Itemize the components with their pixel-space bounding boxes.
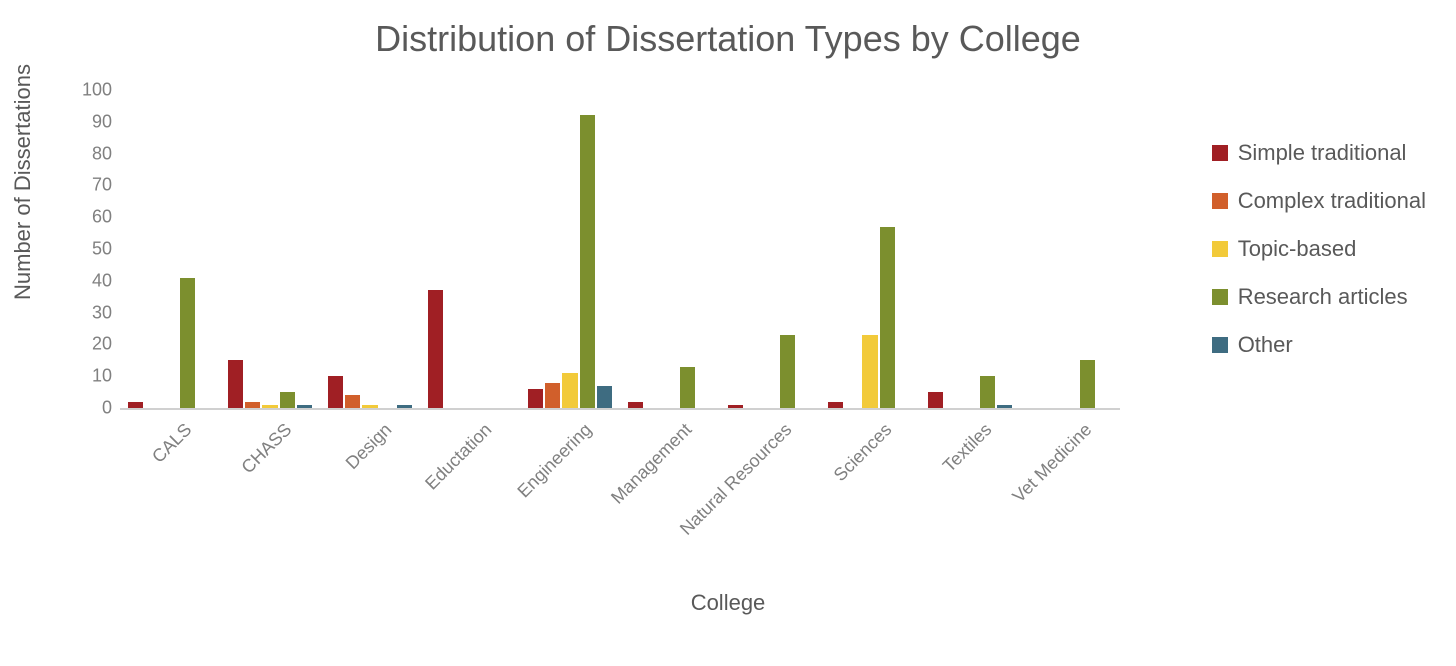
- y-tick-label: 40: [70, 270, 120, 291]
- x-tick-label: Management: [603, 415, 696, 508]
- bar: [280, 392, 295, 408]
- bar: [880, 227, 895, 408]
- bar-group: Eductation: [420, 90, 520, 408]
- bar-group-inner: [1028, 90, 1112, 408]
- legend-label: Complex traditional: [1238, 188, 1426, 214]
- bar-group: Textiles: [920, 90, 1020, 408]
- x-tick-label: Sciences: [825, 415, 896, 486]
- legend-item: Simple traditional: [1212, 140, 1426, 166]
- bar-group-inner: [928, 90, 1012, 408]
- bar: [980, 376, 995, 408]
- x-axis-label: College: [0, 590, 1456, 616]
- bar: [828, 402, 843, 408]
- bar: [628, 402, 643, 408]
- legend-label: Simple traditional: [1238, 140, 1407, 166]
- y-axis-label: Number of Dissertations: [10, 64, 36, 300]
- bar: [928, 392, 943, 408]
- y-tick-label: 20: [70, 334, 120, 355]
- bar: [597, 386, 612, 408]
- bar: [528, 389, 543, 408]
- x-tick-label: Eductation: [417, 415, 496, 494]
- bar-group: Design: [320, 90, 420, 408]
- x-tick-label: CALS: [144, 415, 196, 467]
- bar-group: Vet Medicine: [1020, 90, 1120, 408]
- y-tick-label: 90: [70, 111, 120, 132]
- bar-group-inner: [728, 90, 812, 408]
- legend-item: Research articles: [1212, 284, 1426, 310]
- bar: [180, 278, 195, 408]
- bar-group: Management: [620, 90, 720, 408]
- bar: [345, 395, 360, 408]
- legend-swatch: [1212, 241, 1228, 257]
- y-tick-label: 70: [70, 175, 120, 196]
- bar: [397, 405, 412, 408]
- bar: [562, 373, 577, 408]
- bar-group-inner: [428, 90, 512, 408]
- legend-label: Research articles: [1238, 284, 1408, 310]
- legend-swatch: [1212, 193, 1228, 209]
- bar-group-inner: [228, 90, 312, 408]
- bar: [545, 383, 560, 408]
- chart-container: Distribution of Dissertation Types by Co…: [0, 0, 1456, 666]
- legend-swatch: [1212, 145, 1228, 161]
- bar: [1080, 360, 1095, 408]
- legend-item: Topic-based: [1212, 236, 1426, 262]
- bar: [128, 402, 143, 408]
- bar: [728, 405, 743, 408]
- plot-area: CALSCHASSDesignEductationEngineeringMana…: [120, 90, 1120, 410]
- y-tick-label: 60: [70, 207, 120, 228]
- x-tick-label: Design: [337, 415, 396, 474]
- bar: [245, 402, 260, 408]
- y-tick-label: 30: [70, 302, 120, 323]
- legend-label: Topic-based: [1238, 236, 1357, 262]
- bar: [362, 405, 377, 408]
- bar: [680, 367, 695, 408]
- bar-group-inner: [128, 90, 212, 408]
- bar-group-inner: [328, 90, 412, 408]
- chart-title: Distribution of Dissertation Types by Co…: [0, 18, 1456, 60]
- bar: [328, 376, 343, 408]
- bar: [580, 115, 595, 408]
- legend-swatch: [1212, 289, 1228, 305]
- legend-item: Complex traditional: [1212, 188, 1426, 214]
- bar-group-inner: [828, 90, 912, 408]
- x-tick-label: CHASS: [233, 415, 296, 478]
- x-tick-label: Vet Medicine: [1004, 415, 1096, 507]
- legend-swatch: [1212, 337, 1228, 353]
- bar: [780, 335, 795, 408]
- bar: [428, 290, 443, 408]
- y-tick-label: 80: [70, 143, 120, 164]
- bar-group: Engineering: [520, 90, 620, 408]
- bar-group: Natural Resources: [720, 90, 820, 408]
- x-tick-label: Textiles: [935, 415, 997, 477]
- legend-label: Other: [1238, 332, 1293, 358]
- bar-group: CALS: [120, 90, 220, 408]
- x-tick-label: Engineering: [509, 415, 596, 502]
- bar: [997, 405, 1012, 408]
- y-tick-label: 0: [70, 398, 120, 419]
- y-tick-label: 100: [70, 80, 120, 101]
- y-tick-label: 10: [70, 366, 120, 387]
- bar-group-inner: [528, 90, 612, 408]
- bar-group: Sciences: [820, 90, 920, 408]
- bar-group-inner: [628, 90, 712, 408]
- legend: Simple traditional Complex traditional Top…: [1212, 140, 1426, 380]
- bar: [228, 360, 243, 408]
- y-tick-label: 50: [70, 239, 120, 260]
- bar: [297, 405, 312, 408]
- bar-group: CHASS: [220, 90, 320, 408]
- bar: [262, 405, 277, 408]
- bar: [862, 335, 877, 408]
- legend-item: Other: [1212, 332, 1426, 358]
- bars-layer: CALSCHASSDesignEductationEngineeringMana…: [120, 90, 1120, 408]
